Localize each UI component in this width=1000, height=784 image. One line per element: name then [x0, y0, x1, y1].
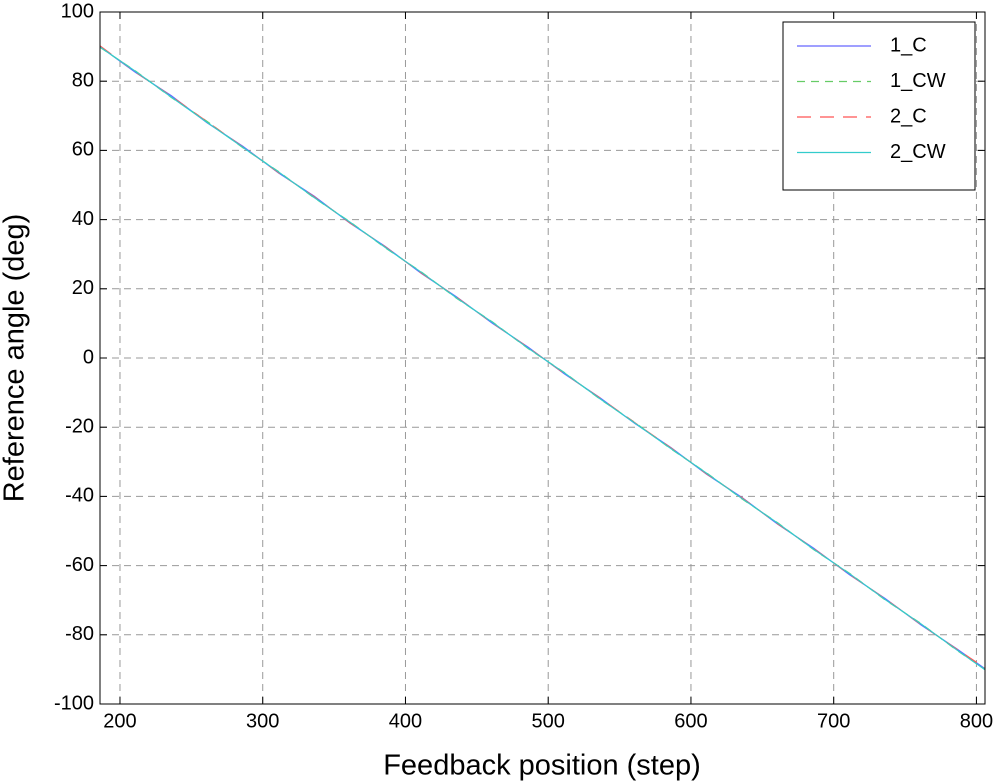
- y-tick-label: -40: [65, 485, 94, 507]
- x-tick-label: 800: [960, 710, 993, 732]
- x-axis-label: Feedback position (step): [383, 750, 701, 782]
- plot-frame: [99, 11, 986, 705]
- legend-label: 1_C: [890, 34, 927, 56]
- x-tick-label: 700: [817, 710, 850, 732]
- y-tick-label: 80: [72, 69, 94, 91]
- y-tick-label: -60: [65, 554, 94, 576]
- y-tick-label: 20: [72, 277, 94, 299]
- y-tick-label: 40: [72, 208, 94, 230]
- y-tick-label: 100: [61, 0, 94, 22]
- x-tick-label: 400: [389, 710, 422, 732]
- y-tick-label: 60: [72, 139, 94, 161]
- y-tick-label: -100: [54, 692, 94, 714]
- legend-label: 1_CW: [890, 70, 946, 92]
- x-tick-label: 600: [674, 710, 707, 732]
- y-tick-label: -20: [65, 415, 94, 437]
- legend-label: 2_C: [890, 105, 927, 127]
- legend-label: 2_CW: [890, 141, 946, 163]
- x-tick-label: 500: [532, 710, 565, 732]
- data-line: [99, 46, 986, 671]
- y-tick-label: 0: [83, 346, 94, 368]
- x-tick-label: 300: [246, 710, 279, 732]
- y-tick-label: -80: [65, 623, 94, 645]
- y-axis-label: Reference angle (deg): [0, 214, 31, 503]
- legend-box: [782, 21, 976, 191]
- x-tick-label: 200: [103, 710, 136, 732]
